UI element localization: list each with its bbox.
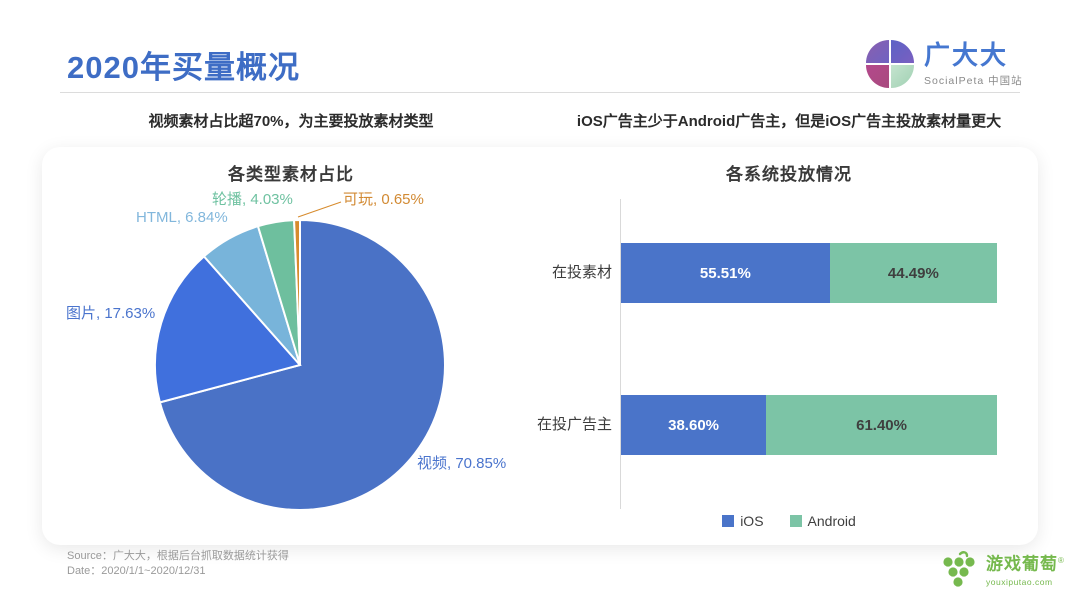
brand-name: 游戏葡萄® [986,554,1065,574]
legend-swatch-android [789,515,802,527]
header-divider [60,92,1020,93]
pie-label-playable: 可玩, 0.65% [343,191,424,208]
pie-leader-line [297,201,342,218]
grape-icon [943,551,975,587]
logo-quadrant-magenta [866,65,889,88]
date-text: Date：2020/1/1~2020/12/31 [67,565,206,577]
bar-track: 38.60% 61.40% [621,395,997,455]
bar-segment-ios: 55.51% [621,243,830,303]
pie-svg [153,201,446,511]
pie-label-html: HTML, 6.84% [136,209,228,226]
legend-item-android: Android [789,513,856,529]
brand-url: youxiputao.com [986,576,1053,587]
bar-track: 55.51% 44.49% [621,243,997,303]
bar-segment-android: 44.49% [829,243,997,303]
legend-label-android: Android [807,513,856,529]
logo-quadrant-purple [866,40,889,63]
logo-name: 广大大 [924,40,1009,70]
footer-source-block: Source：广大大，根据后台抓取数据统计获得 Date：2020/1/1~20… [67,549,289,579]
bar-category-label: 在投广告主 [536,416,612,433]
bar-axis-line [620,199,621,509]
pie-slice-可玩 [293,218,301,366]
logo-quadrant-green [891,65,914,88]
bar-row-materials: 在投素材 55.51% 44.49% [540,243,1038,303]
subtitle-left: 视频素材占比超70%，为主要投放素材类型 [148,113,434,130]
logo-quadrant-blue [891,40,914,63]
bar-segment-ios: 38.60% [621,395,767,455]
page-title: 2020年买量概况 [67,50,300,85]
pie-label-video: 视频, 70.85% [417,455,507,472]
pie-label-carousel: 轮播, 4.03% [212,191,293,208]
pie-slice-图片 [153,254,302,404]
subtitle-right: iOS广告主少于Android广告主，但是iOS广告主投放素材量更大 [576,113,1002,130]
bar-segment-android: 61.40% [766,395,997,455]
legend-swatch-ios [722,515,735,527]
legend-item-ios: iOS [722,513,764,529]
registered-mark: ® [1058,556,1065,565]
pie-slice-视频 [158,218,446,511]
logo-subtitle: SocialPeta 中国站 [924,75,1023,87]
bar-row-advertisers: 在投广告主 38.60% 61.40% [537,395,1038,455]
pie-chart-panel: 各类型素材占比 视频, 70.85% 图片, 17.63% HTML, 6.84… [42,147,540,545]
pie-chart-title: 各类型素材占比 [228,165,354,184]
pie-label-image: 图片, 17.63% [66,305,156,322]
socialpeta-logo-icon [866,40,914,88]
bar-chart-panel: 各系统投放情况 在投素材 55.51% 44.49% 在投广告主 38.60% … [537,147,1038,545]
bar-legend: iOS Android [540,513,1038,529]
socialpeta-logo: 广大大 SocialPeta 中国站 [866,40,1023,88]
bar-category-label: 在投素材 [551,264,612,281]
charts-card: 各类型素材占比 视频, 70.85% 图片, 17.63% HTML, 6.84… [42,147,1038,545]
source-text: Source：广大大，根据后台抓取数据统计获得 [67,550,289,562]
bar-chart-title: 各系统投放情况 [726,165,852,184]
youxiputao-logo: 游戏葡萄® youxiputao.com [936,550,1065,598]
legend-label-ios: iOS [740,513,764,529]
